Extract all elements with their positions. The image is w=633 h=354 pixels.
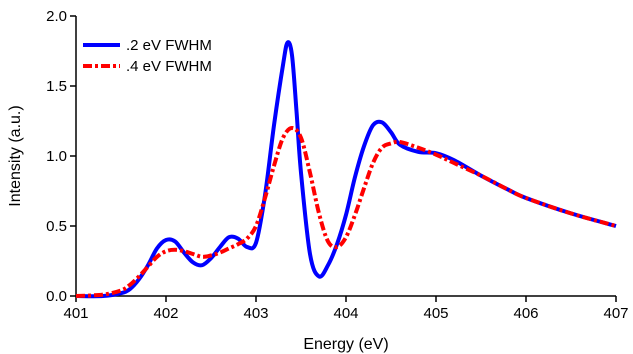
legend-label-0: .2 eV FWHM: [126, 37, 212, 54]
x-tick-label: 402: [153, 305, 178, 322]
y-ticks: 0.0 0.5 1.0 1.5 2.0: [46, 8, 76, 305]
y-tick-label: 2.0: [46, 8, 67, 25]
legend: .2 eV FWHM .4 eV FWHM: [83, 37, 212, 75]
y-tick-label: 1.5: [46, 78, 67, 95]
series-layer: [75, 40, 617, 299]
x-tick-label: 403: [243, 305, 268, 322]
x-axis-title: Energy (eV): [303, 336, 388, 353]
x-ticks: 401 402 403 404 405 406 407: [63, 296, 629, 322]
y-tick-label: 0.5: [46, 218, 67, 235]
legend-label-1: .4 eV FWHM: [126, 58, 212, 75]
x-tick-label: 406: [513, 305, 538, 322]
x-tick-label: 401: [63, 305, 88, 322]
y-tick-label: 1.0: [46, 148, 67, 165]
y-axis-title: Intensity (a.u.): [7, 105, 24, 206]
x-tick-label: 404: [333, 305, 358, 322]
x-tick-label: 405: [423, 305, 448, 322]
series-line-0: [75, 40, 617, 299]
y-tick-label: 0.0: [46, 288, 67, 305]
x-tick-label: 407: [603, 305, 628, 322]
series-line-1: [75, 126, 617, 298]
